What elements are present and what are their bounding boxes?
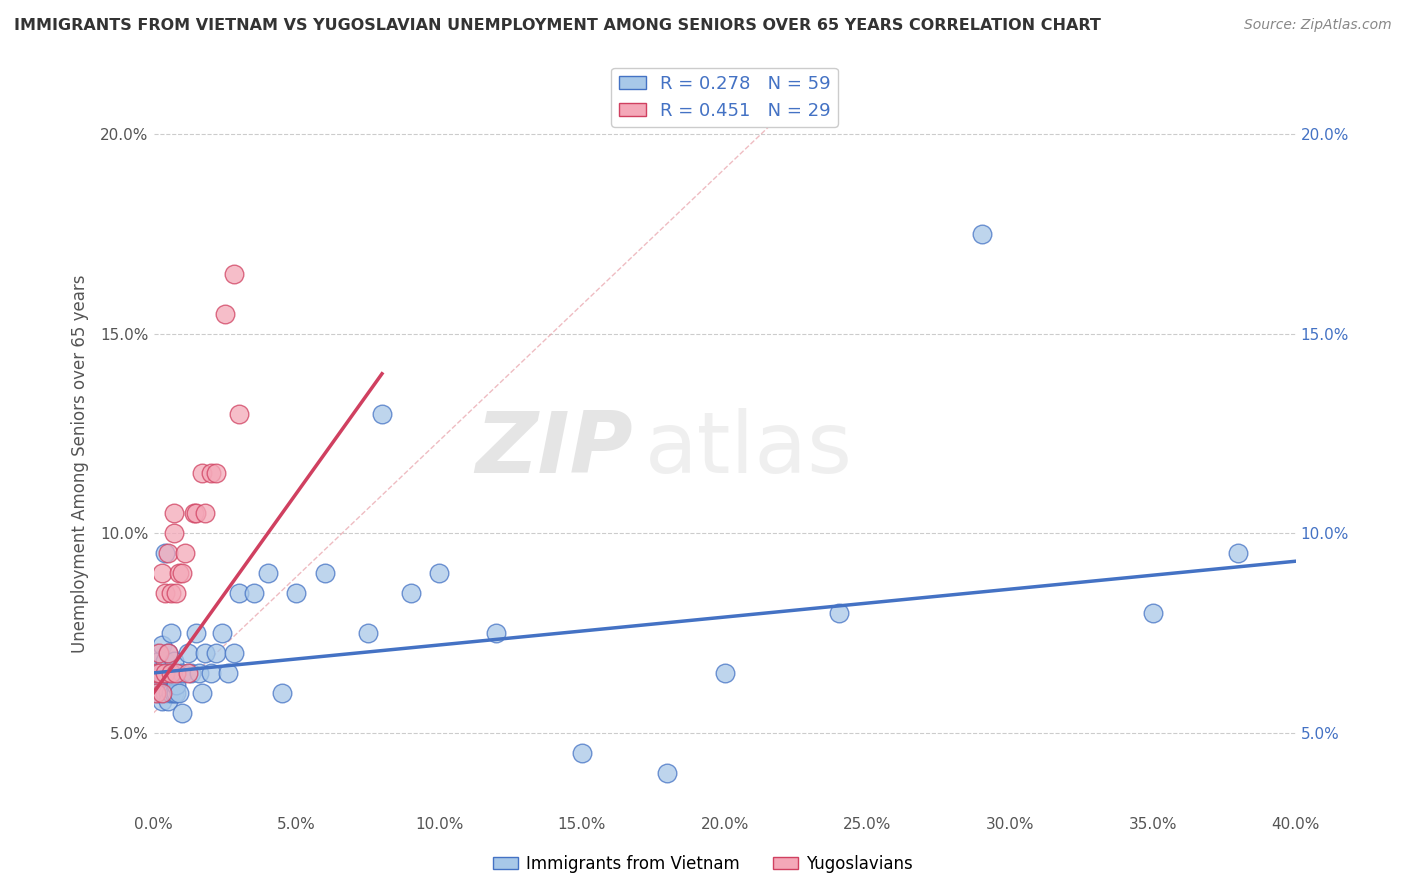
Point bbox=[148, 654, 170, 668]
Point bbox=[194, 507, 217, 521]
Point bbox=[172, 566, 194, 581]
Point bbox=[159, 665, 181, 680]
Point bbox=[148, 646, 170, 660]
Point bbox=[169, 686, 191, 700]
Point bbox=[145, 686, 167, 700]
Point bbox=[186, 507, 208, 521]
Point bbox=[285, 586, 308, 600]
Point bbox=[371, 407, 394, 421]
Point bbox=[165, 665, 187, 680]
Point bbox=[169, 566, 191, 581]
Text: ZIP: ZIP bbox=[475, 408, 633, 491]
Point bbox=[162, 507, 184, 521]
Point bbox=[194, 646, 217, 660]
Point bbox=[162, 654, 184, 668]
Point bbox=[156, 686, 179, 700]
Point bbox=[165, 586, 187, 600]
Point bbox=[828, 606, 851, 620]
Point bbox=[150, 686, 173, 700]
Point bbox=[180, 665, 202, 680]
Point bbox=[188, 665, 211, 680]
Point bbox=[228, 586, 250, 600]
Point bbox=[314, 566, 336, 581]
Point bbox=[156, 694, 179, 708]
Point bbox=[165, 678, 187, 692]
Point bbox=[159, 626, 181, 640]
Point bbox=[211, 626, 233, 640]
Point bbox=[159, 686, 181, 700]
Point bbox=[357, 626, 380, 640]
Point bbox=[256, 566, 278, 581]
Point bbox=[153, 546, 176, 560]
Point bbox=[156, 546, 179, 560]
Point bbox=[148, 686, 170, 700]
Point bbox=[174, 546, 197, 560]
Point bbox=[399, 586, 422, 600]
Point bbox=[148, 678, 170, 692]
Point bbox=[153, 654, 176, 668]
Point bbox=[183, 507, 205, 521]
Point bbox=[153, 586, 176, 600]
Text: Source: ZipAtlas.com: Source: ZipAtlas.com bbox=[1244, 18, 1392, 32]
Point bbox=[1227, 546, 1250, 560]
Point bbox=[172, 706, 194, 720]
Point bbox=[145, 646, 167, 660]
Point bbox=[200, 665, 222, 680]
Point bbox=[970, 227, 993, 241]
Point bbox=[222, 267, 245, 281]
Point bbox=[485, 626, 508, 640]
Point bbox=[191, 467, 214, 481]
Point bbox=[150, 566, 173, 581]
Point bbox=[214, 307, 236, 321]
Point bbox=[205, 646, 228, 660]
Point bbox=[153, 686, 176, 700]
Point bbox=[222, 646, 245, 660]
Point bbox=[165, 686, 187, 700]
Point bbox=[172, 665, 194, 680]
Point bbox=[177, 665, 200, 680]
Point bbox=[159, 665, 181, 680]
Point bbox=[159, 586, 181, 600]
Point bbox=[148, 665, 170, 680]
Point bbox=[150, 694, 173, 708]
Point bbox=[150, 638, 173, 652]
Point bbox=[205, 467, 228, 481]
Text: IMMIGRANTS FROM VIETNAM VS YUGOSLAVIAN UNEMPLOYMENT AMONG SENIORS OVER 65 YEARS : IMMIGRANTS FROM VIETNAM VS YUGOSLAVIAN U… bbox=[14, 18, 1101, 33]
Y-axis label: Unemployment Among Seniors over 65 years: Unemployment Among Seniors over 65 years bbox=[72, 274, 89, 653]
Point bbox=[145, 665, 167, 680]
Point bbox=[242, 586, 264, 600]
Point bbox=[177, 646, 200, 660]
Point bbox=[571, 746, 593, 760]
Point bbox=[148, 665, 170, 680]
Point bbox=[657, 765, 679, 780]
Legend: R = 0.278   N = 59, R = 0.451   N = 29: R = 0.278 N = 59, R = 0.451 N = 29 bbox=[612, 68, 838, 127]
Point bbox=[191, 686, 214, 700]
Point bbox=[145, 665, 167, 680]
Point bbox=[162, 686, 184, 700]
Point bbox=[1142, 606, 1164, 620]
Point bbox=[145, 686, 167, 700]
Point bbox=[186, 626, 208, 640]
Point bbox=[150, 678, 173, 692]
Point bbox=[153, 665, 176, 680]
Text: atlas: atlas bbox=[644, 408, 852, 491]
Point bbox=[150, 686, 173, 700]
Point bbox=[156, 646, 179, 660]
Point bbox=[162, 526, 184, 541]
Point bbox=[228, 407, 250, 421]
Point bbox=[217, 665, 239, 680]
Legend: Immigrants from Vietnam, Yugoslavians: Immigrants from Vietnam, Yugoslavians bbox=[486, 848, 920, 880]
Point bbox=[150, 665, 173, 680]
Point bbox=[156, 665, 179, 680]
Point bbox=[713, 665, 735, 680]
Point bbox=[200, 467, 222, 481]
Point bbox=[156, 646, 179, 660]
Point bbox=[271, 686, 294, 700]
Point bbox=[153, 665, 176, 680]
Point bbox=[427, 566, 450, 581]
